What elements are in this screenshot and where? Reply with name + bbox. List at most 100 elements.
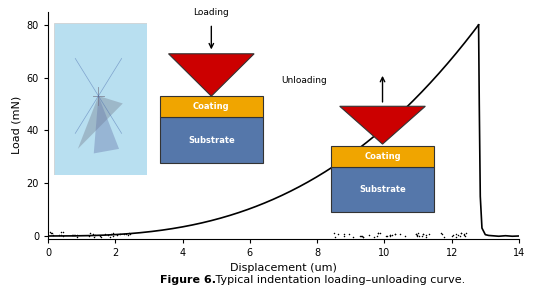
Point <box>101 232 110 237</box>
Point <box>59 230 67 235</box>
Point <box>460 233 469 237</box>
Point <box>67 233 76 237</box>
Point <box>55 232 64 237</box>
Point <box>455 233 464 238</box>
Point <box>422 235 430 239</box>
Point <box>330 231 339 235</box>
Point <box>121 232 130 237</box>
Point <box>383 233 392 238</box>
Point <box>120 232 128 237</box>
Text: Coating: Coating <box>193 102 230 111</box>
Text: Loading: Loading <box>194 8 229 17</box>
Point <box>73 234 82 239</box>
Text: Figure 6.: Figure 6. <box>160 275 217 285</box>
Point <box>47 230 56 235</box>
Point <box>448 234 456 238</box>
Point <box>374 231 383 236</box>
Point <box>422 232 431 237</box>
Point <box>413 233 422 238</box>
Point <box>454 233 462 238</box>
Point <box>348 235 357 239</box>
Point <box>358 235 367 239</box>
Point <box>109 234 117 239</box>
Point <box>457 230 465 235</box>
Point <box>376 231 384 235</box>
Point <box>386 233 394 237</box>
Bar <box>160 117 263 163</box>
Point <box>440 234 449 239</box>
Point <box>106 232 115 236</box>
Point <box>373 233 381 238</box>
X-axis label: Displacement (um): Displacement (um) <box>230 263 337 273</box>
Point <box>400 234 409 239</box>
Point <box>356 233 365 238</box>
Point <box>460 234 469 239</box>
Point <box>339 233 348 238</box>
Point <box>86 231 94 236</box>
Point <box>113 233 121 238</box>
Point <box>365 232 373 237</box>
Point <box>345 232 354 237</box>
Polygon shape <box>94 96 119 153</box>
Point <box>70 232 78 237</box>
Point <box>106 234 114 239</box>
Point <box>418 232 427 237</box>
Point <box>57 230 65 234</box>
Point <box>103 233 112 237</box>
Point <box>385 234 394 238</box>
Point <box>415 233 424 238</box>
Point <box>69 233 78 237</box>
Point <box>88 231 97 236</box>
Point <box>47 231 55 235</box>
Point <box>456 230 465 235</box>
Point <box>460 232 468 236</box>
Point <box>126 232 135 236</box>
Point <box>438 232 447 236</box>
Point <box>452 232 460 237</box>
Polygon shape <box>169 54 254 96</box>
Point <box>370 234 378 239</box>
Point <box>414 230 423 235</box>
Point <box>71 233 80 237</box>
Point <box>58 234 67 238</box>
Point <box>449 233 457 237</box>
Point <box>116 231 124 236</box>
Point <box>95 233 104 238</box>
Point <box>419 232 427 237</box>
Text: Substrate: Substrate <box>188 136 235 145</box>
Point <box>412 233 421 238</box>
Point <box>412 232 421 237</box>
Point <box>462 231 470 235</box>
Y-axis label: Load (mN): Load (mN) <box>11 96 21 154</box>
Point <box>57 233 65 237</box>
Bar <box>331 167 434 212</box>
Point <box>340 232 348 237</box>
Point <box>385 233 394 237</box>
Point <box>97 234 105 239</box>
Text: Coating: Coating <box>364 152 401 161</box>
Text: Substrate: Substrate <box>359 185 406 194</box>
Point <box>359 235 368 239</box>
Point <box>418 233 426 238</box>
Point <box>91 233 100 238</box>
Point <box>85 234 93 239</box>
Point <box>387 233 396 238</box>
Bar <box>160 96 263 117</box>
Point <box>437 231 446 235</box>
Point <box>452 234 461 239</box>
Point <box>89 234 98 239</box>
Point <box>382 234 391 239</box>
Text: Typical indentation loading–unloading curve.: Typical indentation loading–unloading cu… <box>212 275 465 285</box>
Point <box>48 233 57 237</box>
Point <box>374 231 383 235</box>
Point <box>356 233 365 238</box>
Point <box>396 232 404 237</box>
Polygon shape <box>78 96 123 149</box>
Point <box>124 232 132 237</box>
Point <box>412 232 421 236</box>
Polygon shape <box>340 106 425 144</box>
Point <box>357 234 366 239</box>
Point <box>391 232 400 237</box>
Text: Unloading: Unloading <box>281 76 327 85</box>
Point <box>45 230 54 235</box>
